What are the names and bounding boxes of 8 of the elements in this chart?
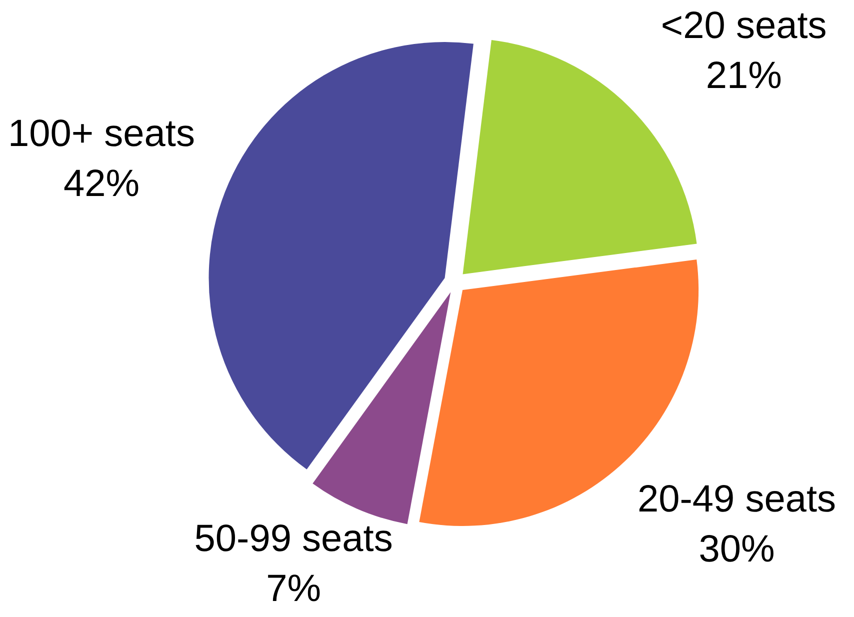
slice-label: <20 seats — [660, 5, 827, 47]
data-label: 7% — [266, 568, 322, 610]
slice-label: 50-99 seats — [194, 518, 393, 560]
slice-label: 20-49 seats — [637, 478, 836, 520]
data-label: 21% — [706, 55, 782, 97]
data-label: 42% — [63, 162, 140, 205]
data-label: 30% — [698, 528, 775, 570]
slice-label: 100+ seats — [8, 112, 195, 155]
